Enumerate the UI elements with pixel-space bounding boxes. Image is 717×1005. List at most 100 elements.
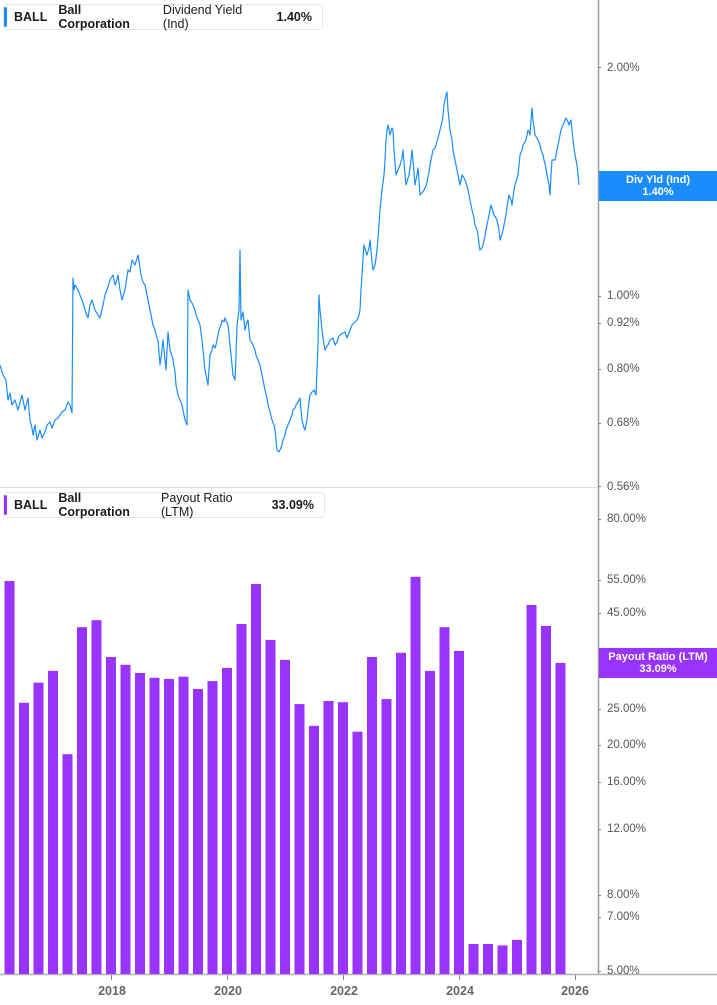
payout-bar[interactable]	[280, 659, 290, 974]
dividend-yield-line[interactable]	[0, 91, 580, 453]
payout-bar[interactable]	[135, 673, 145, 974]
x-axis-year-label: 2022	[330, 984, 358, 998]
y-tick	[598, 580, 601, 581]
payout-bar[interactable]	[77, 627, 87, 974]
payout-bar[interactable]	[323, 701, 334, 974]
payout-bar[interactable]	[120, 664, 131, 974]
x-tick	[343, 975, 344, 980]
y-tick	[598, 709, 601, 710]
legend-company: Ball Corporation	[58, 491, 130, 519]
payout-bar[interactable]	[425, 670, 435, 974]
tag-value: 1.40%	[642, 186, 674, 198]
legend-metric: Dividend Yield (Ind)	[162, 3, 243, 31]
payout-bar[interactable]	[454, 651, 464, 974]
x-axis-year-label: 2018	[98, 984, 126, 998]
y-axis-label: 45.00%	[607, 607, 647, 619]
payout-bar[interactable]	[352, 731, 363, 974]
y-tick	[598, 369, 601, 370]
legend-metric: Payout Ratio (LTM)	[161, 491, 233, 519]
payout-bar[interactable]	[4, 581, 15, 974]
payout-bar[interactable]	[236, 624, 247, 974]
legend-value: 33.09%	[271, 498, 314, 512]
payout-ratio-value-tag: Payout Ratio (LTM) 33.09%	[599, 648, 717, 678]
payout-bar[interactable]	[410, 576, 421, 974]
payout-bar[interactable]	[251, 584, 261, 974]
y-axis-label: 7.00%	[607, 911, 640, 923]
payout-bar[interactable]	[512, 939, 522, 974]
y-axis-label: 1.00%	[607, 290, 640, 302]
payout-ratio-bars[interactable]	[4, 576, 566, 974]
y-tick	[598, 613, 601, 614]
payout-bar[interactable]	[106, 657, 116, 974]
payout-bar[interactable]	[222, 667, 232, 974]
legend-ticker: BALL	[14, 498, 48, 512]
y-axis-label: 0.68%	[607, 417, 640, 429]
dividend-yield-legend[interactable]: BALL Ball Corporation Dividend Yield (In…	[3, 3, 323, 31]
payout-bar[interactable]	[164, 678, 174, 974]
y-tick	[598, 895, 601, 896]
payout-bar[interactable]	[468, 944, 479, 974]
x-axis-year-label: 2020	[214, 984, 242, 998]
x-axis-year-label: 2024	[446, 984, 474, 998]
legend-company: Ball Corporation	[58, 3, 130, 31]
legend-ticker: BALL	[14, 10, 48, 24]
y-axis-label: 16.00%	[607, 776, 647, 788]
payout-bar[interactable]	[367, 657, 377, 974]
y-axis-label: 2.00%	[607, 62, 640, 74]
payout-bar[interactable]	[497, 945, 508, 974]
payout-bar[interactable]	[149, 677, 160, 974]
payout-bar[interactable]	[19, 702, 29, 974]
payout-bar[interactable]	[338, 702, 348, 974]
y-tick	[598, 67, 601, 68]
payout-bar[interactable]	[526, 605, 537, 974]
y-tick	[598, 971, 601, 972]
payout-bar[interactable]	[483, 944, 493, 974]
payout-bar[interactable]	[265, 639, 276, 974]
payout-bar[interactable]	[541, 626, 551, 974]
legend-value: 1.40%	[276, 10, 312, 24]
y-tick	[598, 829, 601, 830]
y-axis-label: 0.56%	[607, 481, 640, 493]
payout-bar[interactable]	[178, 676, 189, 974]
y-axis-label: 5.00%	[607, 965, 640, 977]
y-tick	[598, 423, 601, 424]
y-axis-label: 80.00%	[607, 513, 647, 525]
tag-title: Div Yld (Ind)	[626, 174, 690, 186]
y-tick	[598, 917, 601, 918]
y-tick	[598, 782, 601, 783]
payout-bar[interactable]	[396, 652, 406, 974]
payout-bar[interactable]	[193, 689, 203, 974]
y-axis-label: 0.80%	[607, 363, 640, 375]
y-tick	[598, 486, 601, 487]
payout-bar[interactable]	[207, 681, 218, 974]
y-axis-label: 0.92%	[607, 317, 640, 329]
y-tick	[598, 745, 601, 746]
y-tick	[598, 323, 601, 324]
y-tick	[598, 519, 601, 520]
payout-bar[interactable]	[309, 725, 319, 974]
x-tick	[111, 975, 112, 980]
payout-bar[interactable]	[439, 627, 450, 974]
payout-bar[interactable]	[91, 620, 102, 974]
x-tick	[459, 975, 460, 980]
y-axis-label: 55.00%	[607, 574, 647, 586]
y-axis-label: 8.00%	[607, 889, 640, 901]
x-axis-year-label: 2026	[561, 984, 589, 998]
y-axis-label: 25.00%	[607, 703, 647, 715]
payout-bar[interactable]	[33, 682, 44, 974]
payout-bar[interactable]	[294, 704, 305, 974]
payout-ratio-legend[interactable]: BALL Ball Corporation Payout Ratio (LTM)…	[3, 491, 325, 519]
payout-bar[interactable]	[381, 699, 392, 974]
series-color-swatch	[4, 7, 7, 27]
tag-title: Payout Ratio (LTM)	[608, 651, 708, 663]
payout-bar[interactable]	[555, 662, 566, 974]
x-tick	[227, 975, 228, 980]
y-tick	[598, 296, 601, 297]
x-tick	[575, 975, 576, 980]
dividend-yield-value-tag: Div Yld (Ind) 1.40%	[599, 171, 717, 201]
y-axis-label: 20.00%	[607, 739, 647, 751]
y-axis-label: 12.00%	[607, 823, 647, 835]
payout-bar[interactable]	[62, 754, 73, 974]
payout-bar[interactable]	[48, 670, 58, 974]
